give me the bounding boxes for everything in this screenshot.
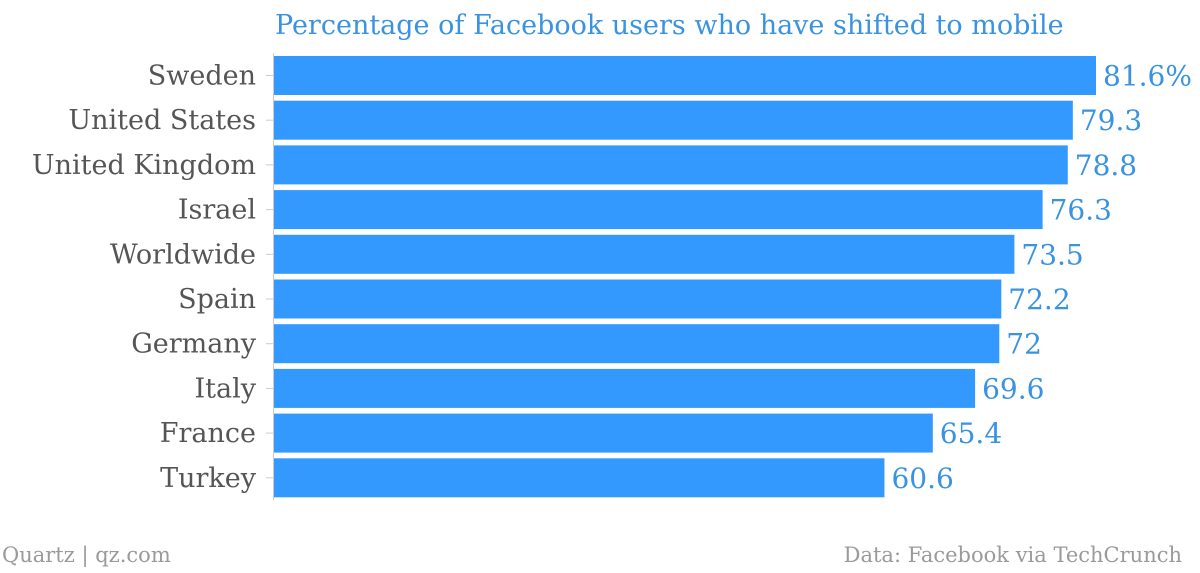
bar-germany: [274, 324, 1000, 364]
category-label: Germany: [131, 329, 257, 360]
value-label: 76.3: [1050, 194, 1112, 227]
bar-turkey: [274, 458, 885, 498]
category-label: Sweden: [148, 61, 256, 92]
value-label: 69.6: [982, 372, 1044, 405]
bar-united-states: [274, 100, 1073, 140]
bar-france: [274, 413, 933, 453]
footer-source-left: Quartz | qz.com: [2, 543, 171, 568]
bar-israel: [274, 190, 1043, 230]
value-label: 60.6: [891, 462, 953, 495]
category-label: United States: [68, 105, 256, 136]
value-label: 72.2: [1008, 283, 1070, 316]
footer-source-right: Data: Facebook via TechCrunch: [844, 543, 1182, 567]
category-label: Worldwide: [110, 239, 256, 270]
bar-sweden: [274, 56, 1096, 95]
category-label: Italy: [194, 373, 256, 404]
value-label: 78.8: [1075, 149, 1137, 182]
value-label: 72: [1006, 328, 1042, 361]
value-label: 81.6%: [1103, 60, 1192, 93]
bar-italy: [274, 368, 976, 408]
category-label: Spain: [178, 284, 256, 315]
category-label: United Kingdom: [32, 150, 256, 181]
category-label: Israel: [178, 195, 256, 226]
value-label: 79.3: [1080, 104, 1142, 137]
chart-title: Percentage of Facebook users who have sh…: [275, 10, 1064, 41]
bar-worldwide: [274, 234, 1015, 274]
bars-group: Sweden 81.6% United States 79.3 United Kingd…: [32, 53, 1192, 500]
category-label: France: [160, 418, 256, 449]
bar-united-kingdom: [274, 145, 1068, 185]
value-label: 65.4: [940, 417, 1002, 450]
value-label: 73.5: [1021, 238, 1083, 271]
category-label: Turkey: [160, 463, 257, 494]
bar-spain: [274, 279, 1002, 319]
